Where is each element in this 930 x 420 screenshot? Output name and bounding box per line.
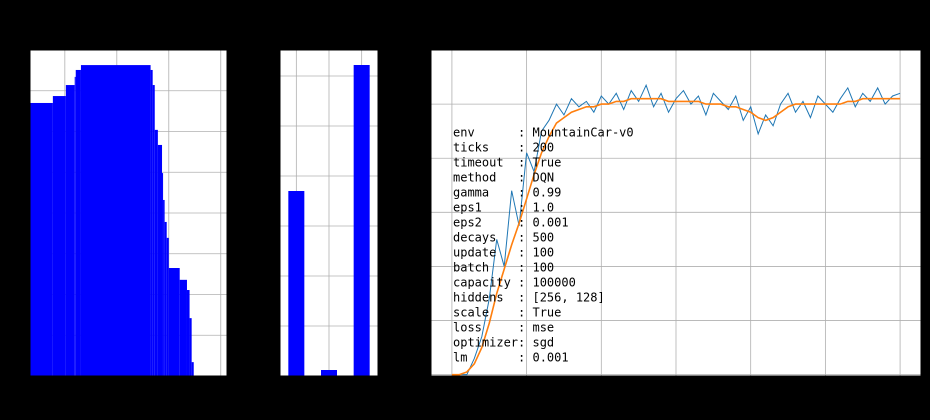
annotation-line: decays : 500 bbox=[453, 231, 554, 245]
annotation-line: update : 100 bbox=[453, 246, 554, 260]
histogram-bar bbox=[80, 65, 151, 376]
x-tick-label: 2 bbox=[358, 383, 365, 396]
y-tick-label: 1 bbox=[267, 319, 274, 332]
annotation-line: env : MountainCar-v0 bbox=[453, 126, 634, 140]
annotation-line: hiddens : [256, 128] bbox=[453, 291, 605, 305]
annotation-line: capacity : 100000 bbox=[453, 276, 576, 290]
line-series bbox=[451, 97, 901, 376]
histogram-bar bbox=[168, 268, 180, 376]
y-tick-label: 5 bbox=[17, 165, 24, 178]
annotation-line: lm : 0.001 bbox=[453, 351, 569, 365]
bar bbox=[320, 370, 338, 376]
histogram-bar bbox=[186, 290, 190, 376]
histogram-bar bbox=[179, 279, 187, 376]
y-tick-label: -120 bbox=[400, 151, 425, 164]
annotation-line: scale : True bbox=[453, 306, 561, 320]
x-tick-label: 100 bbox=[516, 383, 537, 396]
x-tick-label: 3 bbox=[217, 383, 224, 396]
annotation-line: method : DQN bbox=[453, 171, 554, 185]
x-tick-label: 1 bbox=[113, 383, 120, 396]
x-tick-label: 2 bbox=[165, 383, 172, 396]
annotation-line: optimizer: sgd bbox=[453, 336, 554, 350]
bar bbox=[288, 191, 305, 376]
histogram-bar bbox=[164, 221, 167, 376]
y-tick-label: 7 bbox=[17, 84, 24, 97]
y-tick-label: -200 bbox=[400, 368, 425, 381]
axes-frame bbox=[279, 49, 379, 377]
annotation-line: timeout : True bbox=[453, 156, 561, 170]
histogram-bar bbox=[154, 129, 158, 376]
y-tick-label: 5 bbox=[267, 119, 274, 132]
histogram-bar bbox=[191, 362, 194, 376]
histogram-bar bbox=[157, 144, 163, 376]
histogram-bar bbox=[52, 96, 66, 377]
y-tick-label: -140 bbox=[400, 205, 425, 218]
histogram-bar bbox=[30, 102, 53, 376]
bar bbox=[353, 65, 370, 376]
y-tick-label: 4 bbox=[17, 206, 24, 219]
histogram-bar bbox=[75, 69, 81, 376]
y-tick-label: 3 bbox=[17, 247, 24, 260]
y-tick-label: 1 bbox=[17, 328, 24, 341]
x-tick-label: 1 bbox=[326, 383, 333, 396]
x-tick-label: 0 bbox=[61, 383, 68, 396]
histogram-bar bbox=[65, 85, 75, 377]
x-tick-label: 0 bbox=[448, 383, 455, 396]
y-tick-label: -100 bbox=[400, 97, 425, 110]
annotation-line: eps1 : 1.0 bbox=[453, 201, 554, 215]
annotation-line: batch : 100 bbox=[453, 261, 554, 275]
y-tick-label: 6 bbox=[17, 125, 24, 138]
x-tick-label: 300 bbox=[666, 383, 687, 396]
x-tick-label: 400 bbox=[740, 383, 761, 396]
x-tick-label: 200 bbox=[591, 383, 612, 396]
y-tick-label: 6 bbox=[267, 69, 274, 82]
x-tick-label: 0 bbox=[293, 383, 300, 396]
histogram-bar bbox=[74, 76, 76, 377]
histogram-bar bbox=[150, 69, 153, 376]
histogram-bar bbox=[162, 173, 164, 376]
y-tick-label: 2 bbox=[17, 288, 24, 301]
histogram-bar bbox=[152, 85, 155, 377]
annotation-line: loss : mse bbox=[453, 321, 554, 335]
annotation-line: gamma : 0.99 bbox=[453, 186, 561, 200]
y-tick-label: 2 bbox=[267, 269, 274, 282]
x-tick-label: 600 bbox=[890, 383, 911, 396]
axes bbox=[279, 49, 379, 377]
axes bbox=[29, 49, 228, 377]
histogram-bar bbox=[189, 318, 192, 376]
y-tick-label: -160 bbox=[400, 259, 425, 272]
histogram-bar bbox=[163, 199, 165, 376]
x-tick-label: 500 bbox=[815, 383, 836, 396]
annotation-line: ticks : 200 bbox=[453, 141, 554, 155]
y-tick-label: 4 bbox=[267, 169, 274, 182]
histogram-bar bbox=[166, 237, 169, 376]
y-tick-label: -180 bbox=[400, 314, 425, 327]
y-tick-label: 3 bbox=[267, 219, 274, 232]
annotation-line: eps2 : 0.001 bbox=[453, 216, 569, 230]
y-tick-label: 0 bbox=[267, 369, 274, 382]
